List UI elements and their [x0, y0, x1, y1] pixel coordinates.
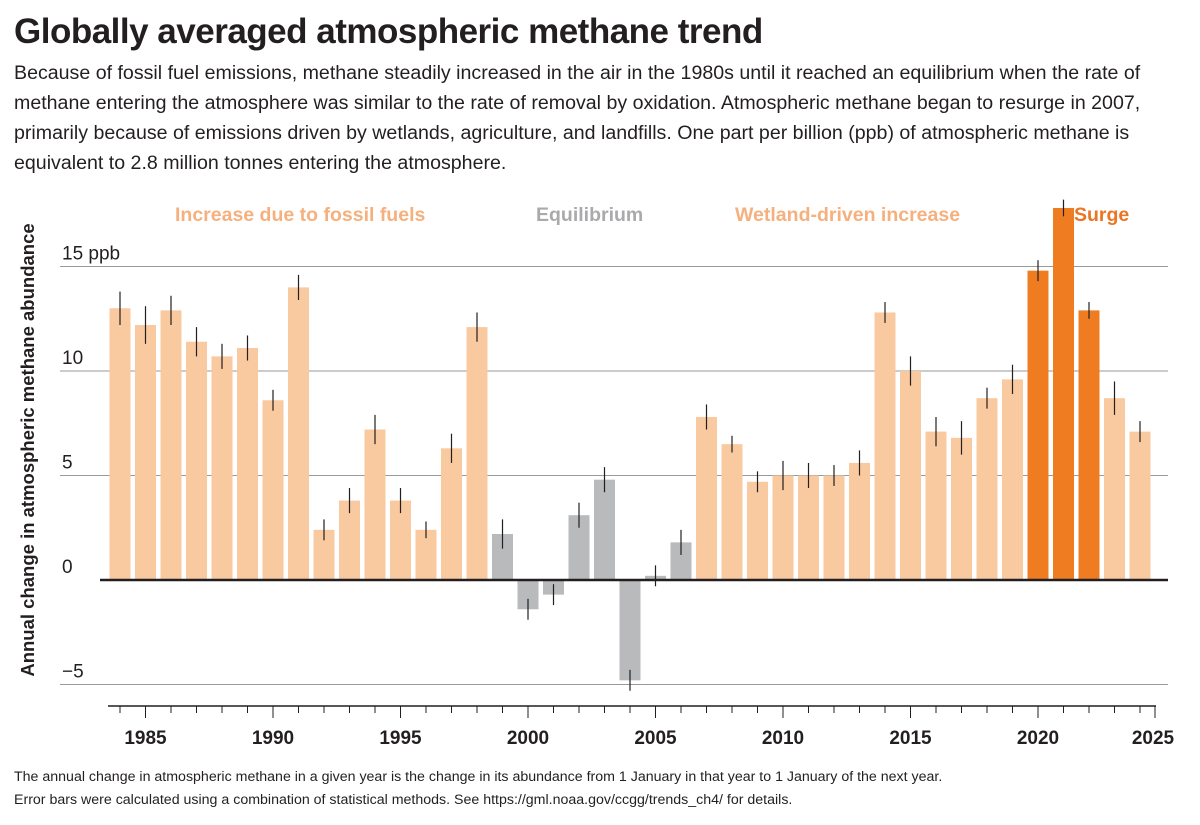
bar-2019 [1002, 379, 1023, 580]
bar-2013 [849, 462, 870, 580]
x-tick-label-2025: 2025 [1132, 728, 1175, 749]
bar-2018 [976, 398, 998, 580]
bar-1998 [466, 327, 488, 580]
chart-title: Globally averaged atmospheric methane tr… [14, 12, 763, 51]
y-tick-label: 10 [62, 348, 83, 369]
y-tick-label: 5 [62, 453, 73, 474]
footnote-line-2: Error bars were calculated using a combi… [14, 792, 793, 808]
bar-1990 [262, 400, 284, 580]
bar-2014 [874, 312, 896, 580]
bar-2022 [1078, 310, 1100, 580]
bar-2010 [772, 475, 794, 580]
y-tick-label: 15 ppb [62, 244, 120, 265]
bar-2008 [721, 444, 743, 580]
x-tick-label-1990: 1990 [252, 728, 294, 749]
bar-1999 [492, 534, 513, 580]
bar-2011 [798, 475, 819, 580]
bar-1991 [288, 287, 309, 580]
y-axis-label: Annual change in atmospheric methane abu… [17, 223, 38, 676]
x-axis: 1985 1990 1995 2000 2005 2010 2015 2020 2025 [108, 705, 1175, 749]
bar-2004 [619, 580, 641, 681]
x-tick-label-2005: 2005 [634, 728, 677, 749]
bar-1989 [237, 348, 258, 580]
bar-2002 [568, 515, 590, 580]
bar-2006 [670, 542, 692, 580]
x-tick-label-1995: 1995 [379, 728, 422, 749]
y-tick-labels: 15 ppb 10 5 0 −5 [62, 244, 120, 683]
x-tick-label-1985: 1985 [124, 728, 167, 749]
bar-2023 [1104, 398, 1125, 580]
bar-2003 [594, 479, 615, 580]
bar-1992 [313, 529, 335, 580]
bar-1984 [109, 308, 131, 580]
bar-1985 [135, 325, 156, 580]
phase-label-0: Increase due to fossil fuels [175, 204, 425, 226]
bar-2012 [823, 475, 845, 580]
phase-label-1: Equilibrium [536, 204, 643, 226]
bar-1993 [339, 500, 360, 580]
chart-subtitle: Because of fossil fuel emissions, methan… [14, 62, 1141, 174]
x-tick-label-2000: 2000 [507, 728, 549, 749]
bar-2021 [1053, 207, 1074, 581]
footnote: The annual change in atmospheric methane… [14, 766, 1186, 812]
phase-label-2: Wetland-driven increase [735, 204, 960, 226]
bar-2016 [925, 431, 947, 580]
bar-1995 [390, 500, 411, 580]
bars [109, 207, 1151, 681]
y-tick-label: 0 [62, 557, 73, 578]
bar-2024 [1129, 431, 1151, 580]
error-bars [119, 199, 1141, 691]
bar-1986 [160, 310, 182, 580]
x-tick-label-2020: 2020 [1017, 728, 1059, 749]
phase-labels: Increase due to fossil fuels Equilibrium W… [175, 204, 1129, 226]
footnote-line-1: The annual change in atmospheric methane… [14, 769, 943, 785]
x-tick-label-2010: 2010 [762, 728, 804, 749]
bar-1988 [211, 356, 233, 580]
bar-2015 [900, 371, 921, 580]
bar-2000 [517, 580, 539, 610]
bar-2017 [951, 437, 972, 580]
x-tick-label-2015: 2015 [889, 728, 932, 749]
bar-1987 [186, 341, 207, 580]
bar-2009 [747, 481, 768, 580]
bar-1997 [441, 448, 462, 580]
bar-1996 [415, 529, 437, 580]
bar-2020 [1027, 270, 1049, 580]
y-tick-label: −5 [62, 662, 84, 683]
bar-2007 [696, 416, 717, 580]
phase-label-3: Surge [1074, 204, 1129, 226]
bar-1994 [364, 429, 386, 580]
